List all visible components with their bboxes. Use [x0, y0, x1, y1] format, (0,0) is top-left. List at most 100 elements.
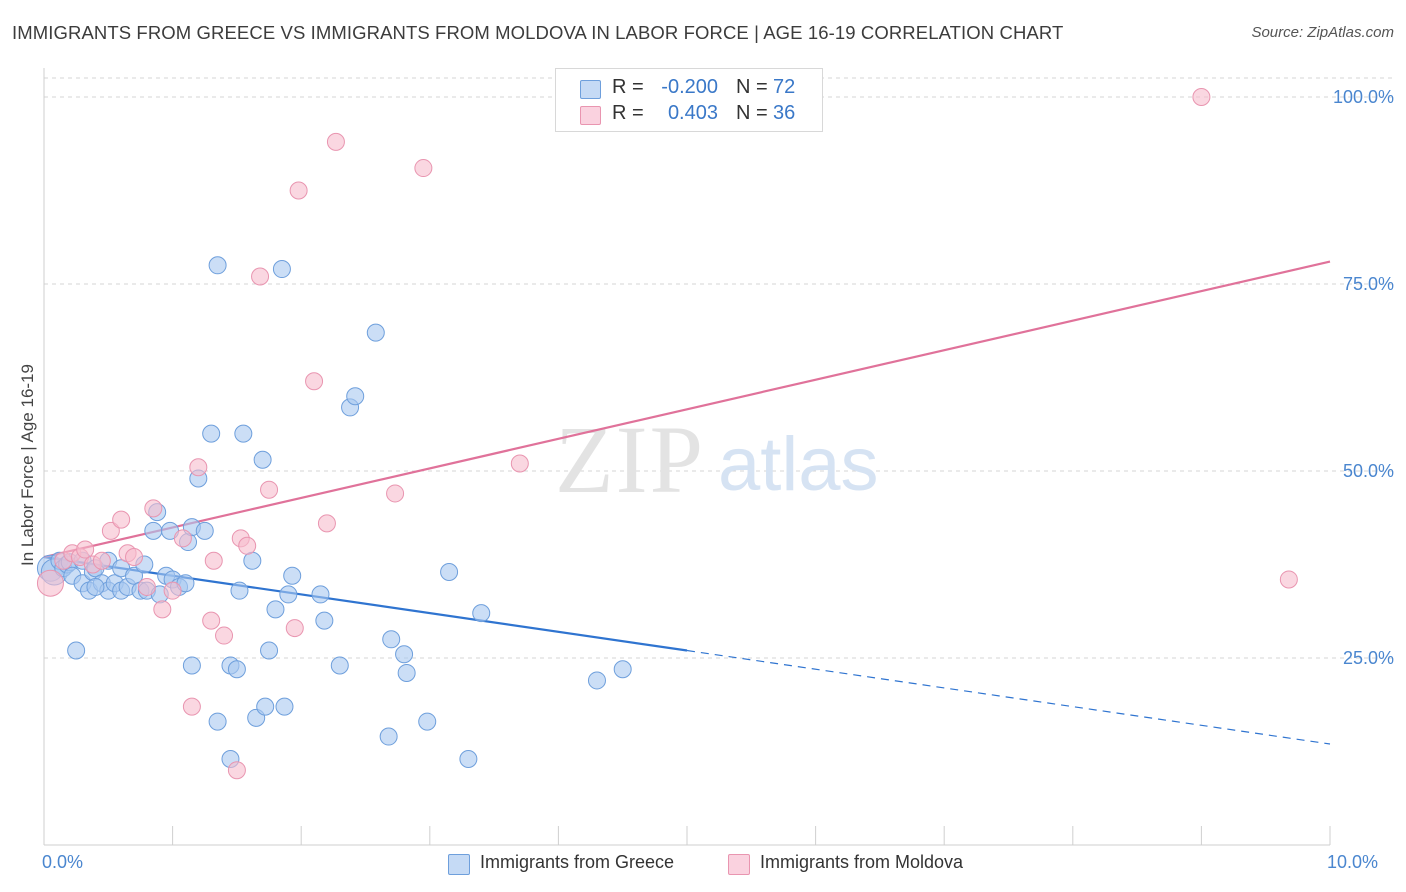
greece-point	[275, 697, 294, 716]
greece-point	[208, 712, 227, 731]
greece-point	[208, 256, 227, 275]
moldova-point	[305, 372, 324, 391]
greece-point	[182, 656, 201, 675]
greece-point	[311, 585, 330, 604]
y-axis-label: In Labor Force | Age 16-19	[18, 364, 37, 566]
x-tick-label-min: 0.0%	[42, 852, 84, 872]
moldova-point	[414, 159, 433, 178]
greece-point	[266, 600, 285, 619]
watermark: ZIP atlas	[555, 406, 879, 513]
greece-point	[472, 604, 491, 623]
greece-point	[366, 323, 385, 342]
greece-point	[379, 727, 398, 746]
stats-row-greece: R = -0.200 N = 72	[556, 76, 822, 102]
greece-point	[397, 663, 416, 682]
moldova-point	[1279, 570, 1298, 589]
greece-r-value: -0.200	[661, 76, 718, 98]
legend-moldova-swatch	[728, 854, 750, 875]
greece-point	[330, 656, 349, 675]
greece-point	[234, 424, 253, 443]
moldova-point	[144, 499, 163, 518]
greece-swatch	[580, 80, 601, 99]
greece-point	[227, 660, 246, 679]
trend-lines	[43, 260, 1331, 745]
y-tick-label-75: 75.0%	[1342, 274, 1394, 294]
r-label: R =	[612, 102, 644, 124]
greece-point	[613, 660, 632, 679]
watermark-zip: ZIP	[555, 406, 705, 513]
greece-point	[418, 712, 437, 731]
moldova-point	[215, 626, 234, 645]
chart-title: IMMIGRANTS FROM GREECE VS IMMIGRANTS FRO…	[12, 22, 1064, 43]
greece-point	[202, 424, 221, 443]
greece-trend-line-extrapolated	[686, 649, 1331, 745]
x-tick-label-max: 10.0%	[1327, 852, 1379, 872]
moldova-point	[204, 551, 223, 570]
legend-greece-label: Immigrants from Greece	[480, 852, 675, 872]
greece-point	[279, 585, 298, 604]
data-points	[36, 88, 1298, 780]
legend-moldova-label: Immigrants from Moldova	[760, 852, 964, 872]
greece-point	[315, 611, 334, 630]
moldova-r-value: 0.403	[667, 102, 718, 124]
moldova-swatch	[580, 106, 601, 125]
moldova-point	[1192, 88, 1211, 106]
greece-point	[125, 566, 144, 585]
moldova-point	[112, 510, 131, 529]
greece-point	[272, 260, 291, 279]
gridlines	[44, 77, 1392, 659]
moldova-point	[227, 761, 246, 780]
moldova-point	[36, 569, 64, 597]
greece-point	[256, 697, 275, 716]
moldova-point	[137, 577, 156, 596]
greece-n-value: 72	[773, 76, 796, 98]
moldova-point	[386, 484, 405, 503]
greece-point	[440, 562, 459, 581]
moldova-point	[251, 267, 270, 286]
moldova-point	[510, 454, 529, 473]
moldova-point	[125, 548, 144, 567]
legend-greece-swatch	[448, 854, 470, 875]
moldova-point	[317, 514, 336, 533]
greece-point	[230, 581, 249, 600]
moldova-point	[173, 529, 192, 548]
greece-point	[253, 450, 272, 469]
moldova-point	[182, 697, 201, 716]
y-tick-label-50: 50.0%	[1342, 461, 1394, 481]
moldova-point	[92, 551, 111, 570]
y-tick-label-100: 100.0%	[1332, 87, 1394, 107]
greece-point	[346, 387, 365, 406]
watermark-atlas: atlas	[718, 422, 879, 507]
moldova-point	[101, 521, 120, 540]
y-tick-label-25: 25.0%	[1342, 648, 1394, 668]
r-label: R =	[612, 76, 644, 98]
moldova-point	[163, 581, 182, 600]
moldova-point	[326, 132, 345, 151]
greece-point	[67, 641, 86, 660]
greece-point	[283, 566, 302, 585]
moldova-point	[260, 480, 279, 499]
stats-row-moldova: R = 0.403 N = 36	[556, 102, 822, 128]
greece-point	[382, 630, 401, 649]
n-label: N =	[736, 76, 768, 98]
greece-trend-line	[43, 555, 688, 652]
n-label: N =	[736, 102, 768, 124]
moldova-n-value: 36	[773, 102, 796, 124]
moldova-point	[189, 458, 208, 477]
moldova-point	[238, 536, 257, 555]
greece-point	[260, 641, 279, 660]
moldova-point	[76, 540, 95, 559]
greece-point	[587, 671, 606, 690]
moldova-trend-line	[43, 260, 1331, 559]
moldova-point	[285, 619, 304, 638]
moldova-point	[289, 181, 308, 200]
greece-point	[144, 521, 163, 540]
source-label: Source: ZipAtlas.com	[1251, 24, 1394, 41]
moldova-point	[202, 611, 221, 630]
greece-point	[459, 749, 478, 768]
greece-point	[86, 577, 105, 596]
greece-point	[195, 521, 214, 540]
greece-point	[395, 645, 414, 664]
legend: Immigrants from Greece Immigrants from M…	[0, 852, 1406, 878]
